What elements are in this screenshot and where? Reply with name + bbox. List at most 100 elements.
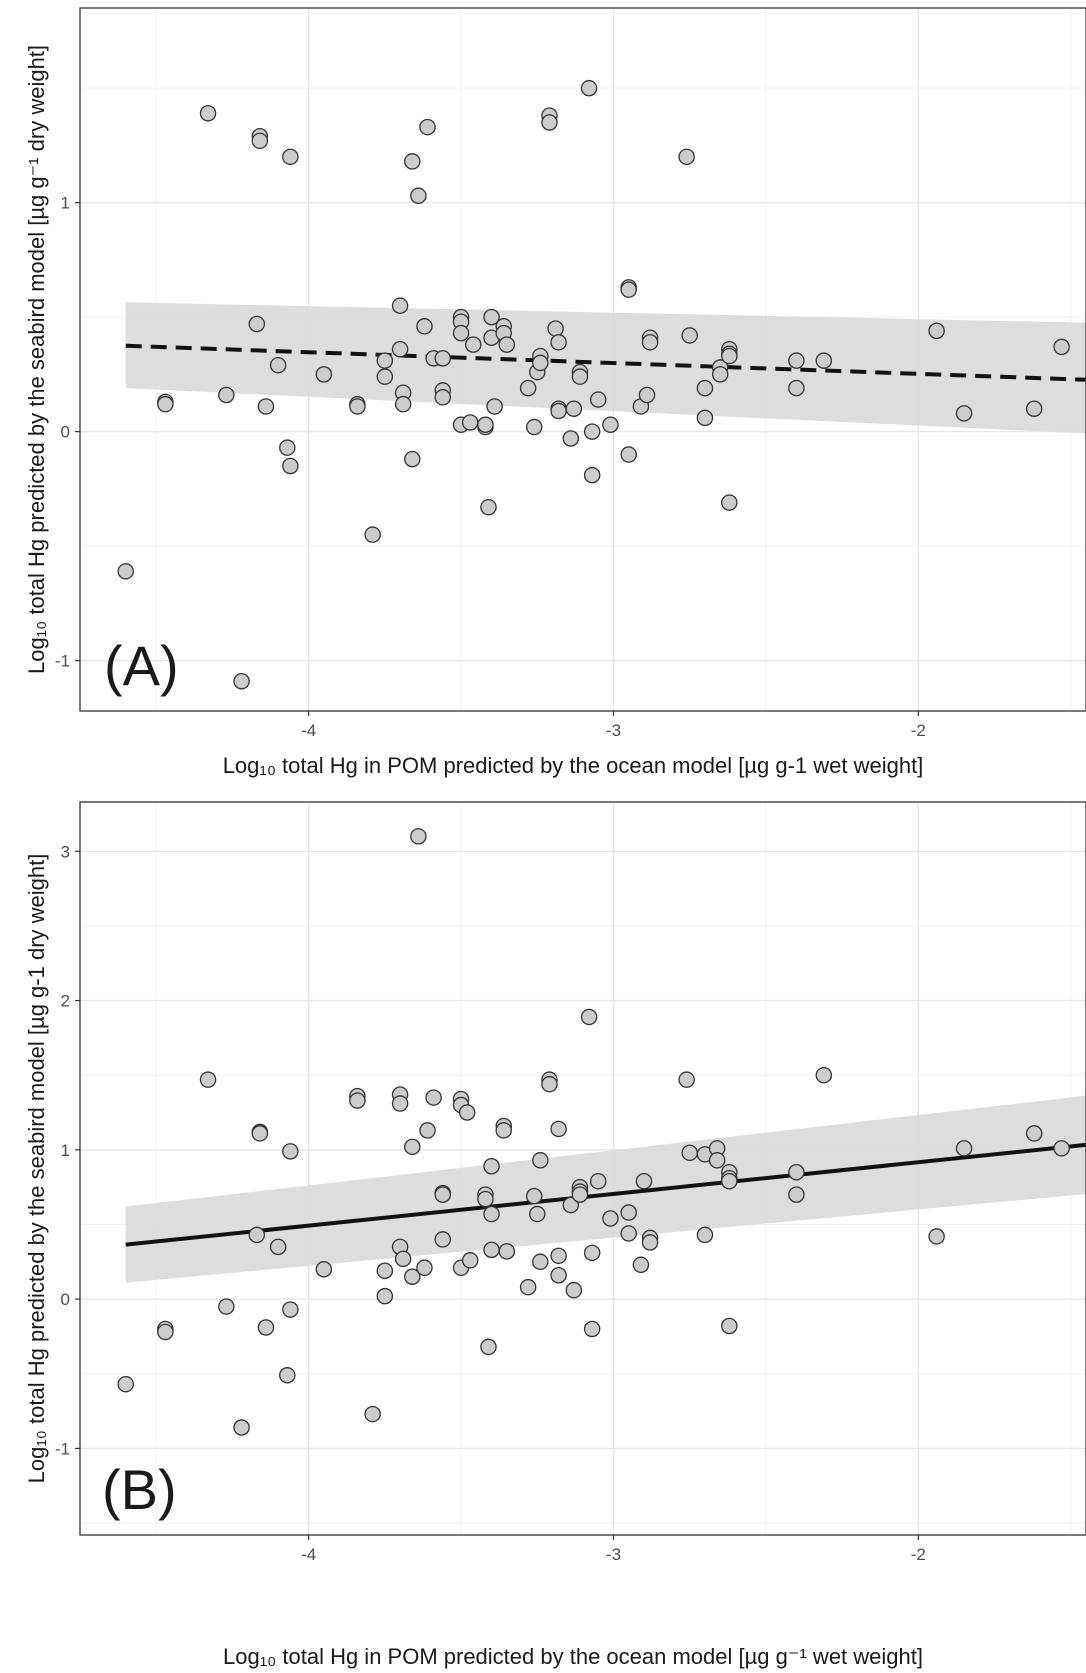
data-point bbox=[248, 315, 266, 333]
data-point bbox=[391, 340, 409, 358]
data-point bbox=[157, 395, 174, 413]
data-point bbox=[583, 423, 601, 440]
data-point bbox=[434, 350, 452, 367]
data-point bbox=[571, 1186, 589, 1203]
data-point bbox=[955, 405, 973, 422]
data-point bbox=[532, 1253, 549, 1271]
data-point bbox=[519, 1278, 537, 1296]
panel-b: -4 -3 -2 -1 0 1 2 3 (B) Log₁₀ total Hg in POM p… bbox=[24, 801, 1086, 1669]
data-point bbox=[364, 526, 381, 543]
y-tick-label: 1 bbox=[61, 194, 70, 213]
data-point bbox=[632, 1256, 650, 1274]
x-tick-label: -3 bbox=[606, 1545, 621, 1564]
data-point bbox=[282, 457, 299, 475]
data-point bbox=[550, 1266, 567, 1284]
data-point bbox=[391, 297, 409, 314]
data-point bbox=[788, 1163, 805, 1181]
panel-border bbox=[79, 801, 1086, 1536]
data-point bbox=[117, 563, 134, 580]
y-tick-label: 2 bbox=[61, 992, 70, 1011]
data-point bbox=[434, 1186, 452, 1203]
data-point bbox=[678, 148, 695, 166]
data-point bbox=[580, 1008, 598, 1026]
x-tick-label: -4 bbox=[301, 721, 316, 740]
data-point bbox=[788, 352, 805, 369]
data-point bbox=[483, 308, 500, 326]
data-point bbox=[452, 324, 470, 342]
data-point bbox=[620, 281, 637, 298]
data-point bbox=[721, 1172, 738, 1190]
data-point bbox=[251, 1125, 269, 1142]
data-point bbox=[815, 1066, 833, 1084]
data-point bbox=[532, 1152, 549, 1169]
data-point bbox=[571, 368, 589, 385]
data-point bbox=[269, 356, 287, 374]
data-point bbox=[483, 1205, 500, 1223]
data-point bbox=[376, 1262, 394, 1280]
y-tick-label: 0 bbox=[61, 423, 70, 442]
x-tick-label: -2 bbox=[911, 1545, 926, 1564]
data-point bbox=[620, 446, 637, 463]
data-point bbox=[678, 1071, 695, 1088]
data-point bbox=[315, 366, 333, 383]
data-point bbox=[483, 1158, 500, 1175]
data-point bbox=[583, 1320, 601, 1338]
data-point bbox=[565, 400, 583, 417]
panel-label-a: (A) bbox=[104, 634, 179, 697]
data-point bbox=[721, 1317, 738, 1335]
data-point bbox=[248, 1226, 266, 1244]
data-point bbox=[788, 1186, 805, 1203]
panel-label-b: (B) bbox=[102, 1458, 177, 1521]
data-point bbox=[157, 1323, 174, 1341]
data-point bbox=[425, 1089, 442, 1106]
x-tick-label: -4 bbox=[301, 1545, 316, 1564]
data-point bbox=[641, 334, 659, 351]
data-point bbox=[498, 1243, 516, 1260]
data-point bbox=[955, 1140, 973, 1157]
data-point bbox=[465, 336, 482, 353]
confidence-band bbox=[125, 302, 1086, 434]
data-point bbox=[233, 1419, 250, 1436]
data-point bbox=[376, 368, 394, 385]
data-point bbox=[529, 1205, 546, 1223]
data-point bbox=[416, 318, 433, 335]
data-point bbox=[565, 1281, 583, 1299]
data-point bbox=[480, 498, 497, 516]
data-point bbox=[1025, 400, 1043, 417]
data-point bbox=[525, 1187, 543, 1205]
data-point bbox=[928, 322, 945, 340]
data-point bbox=[708, 1152, 726, 1169]
data-point bbox=[404, 450, 421, 468]
x-tick-label: -2 bbox=[911, 721, 926, 740]
data-point bbox=[541, 1075, 558, 1093]
data-point bbox=[269, 1238, 287, 1256]
data-point bbox=[404, 153, 421, 170]
data-point bbox=[364, 1405, 381, 1423]
data-point bbox=[477, 1190, 494, 1208]
data-point bbox=[461, 414, 479, 431]
data-point bbox=[638, 386, 656, 404]
data-point bbox=[696, 409, 714, 427]
data-point bbox=[349, 398, 366, 415]
data-point bbox=[525, 418, 543, 436]
data-point bbox=[233, 672, 250, 690]
data-point bbox=[1053, 1140, 1070, 1157]
y-axis-title-b: Log₁₀ total Hg predicted by the seabird … bbox=[24, 854, 49, 1484]
data-point bbox=[419, 1122, 436, 1139]
data-point bbox=[721, 347, 738, 365]
data-point bbox=[602, 416, 619, 434]
data-point bbox=[376, 1287, 394, 1305]
data-point bbox=[721, 494, 738, 511]
data-point bbox=[711, 366, 729, 383]
data-point bbox=[696, 1226, 714, 1244]
x-axis-title-b: Log₁₀ total Hg in POM predicted by the o… bbox=[223, 1644, 923, 1669]
data-point bbox=[498, 336, 516, 353]
data-point bbox=[519, 379, 537, 397]
data-point bbox=[696, 379, 714, 397]
y-tick-label: -1 bbox=[55, 652, 70, 671]
y-axis-title-a: Log₁₀ total Hg predicted by the seabird … bbox=[24, 45, 49, 674]
data-point bbox=[404, 1268, 421, 1285]
data-point bbox=[635, 1172, 653, 1190]
data-point bbox=[550, 1120, 567, 1138]
